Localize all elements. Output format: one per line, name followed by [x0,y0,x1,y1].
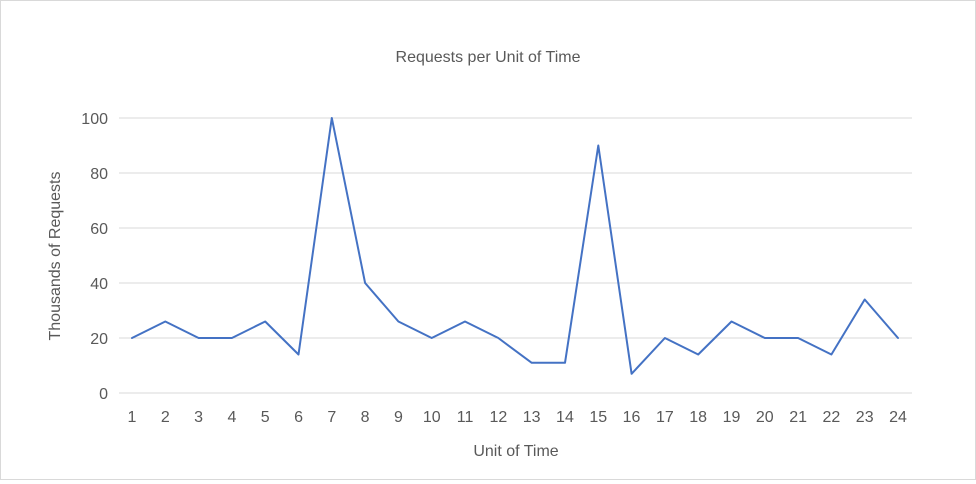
x-tick-label: 8 [361,409,370,426]
series-line-1 [131,117,899,375]
y-axis-title: Thousands of Requests [47,172,64,341]
x-tick-label: 3 [194,409,203,426]
x-tick-label: 12 [489,409,507,426]
y-tick-label: 100 [81,111,108,128]
x-tick-label: 23 [856,409,874,426]
x-tick-label: 21 [789,409,807,426]
x-tick-label: 14 [556,409,574,426]
y-tick-label: 60 [90,221,108,238]
x-axis-title: Unit of Time [473,443,558,460]
y-tick-label: 40 [90,276,108,293]
y-tick-label: 0 [99,386,108,403]
y-tick-label: 80 [90,166,108,183]
x-tick-label: 6 [294,409,303,426]
y-axis-ticks: 0 20 40 60 80 100 [81,111,108,403]
x-tick-label: 20 [756,409,774,426]
x-tick-label: 1 [128,409,137,426]
x-tick-label: 11 [457,409,474,426]
x-tick-label: 9 [394,409,403,426]
chart-title: Requests per Unit of Time [396,49,581,66]
x-tick-label: 18 [689,409,707,426]
gridlines [119,117,912,394]
x-tick-label: 19 [723,409,741,426]
x-tick-label: 16 [623,409,641,426]
x-tick-label: 17 [656,409,674,426]
x-tick-label: 7 [327,409,336,426]
x-tick-label: 24 [889,409,907,426]
x-tick-label: 15 [589,409,607,426]
x-tick-label: 13 [523,409,541,426]
x-tick-label: 5 [261,409,270,426]
x-axis-ticks: 1 2 3 4 5 6 7 8 9 10 11 12 13 14 15 16 17 18 19 20 21 22 23 24 [128,409,907,426]
x-tick-label: 2 [161,409,170,426]
y-tick-label: 20 [90,331,108,348]
x-tick-label: 10 [423,409,441,426]
series-layer [131,117,899,375]
x-tick-label: 22 [822,409,840,426]
x-tick-label: 4 [227,409,236,426]
